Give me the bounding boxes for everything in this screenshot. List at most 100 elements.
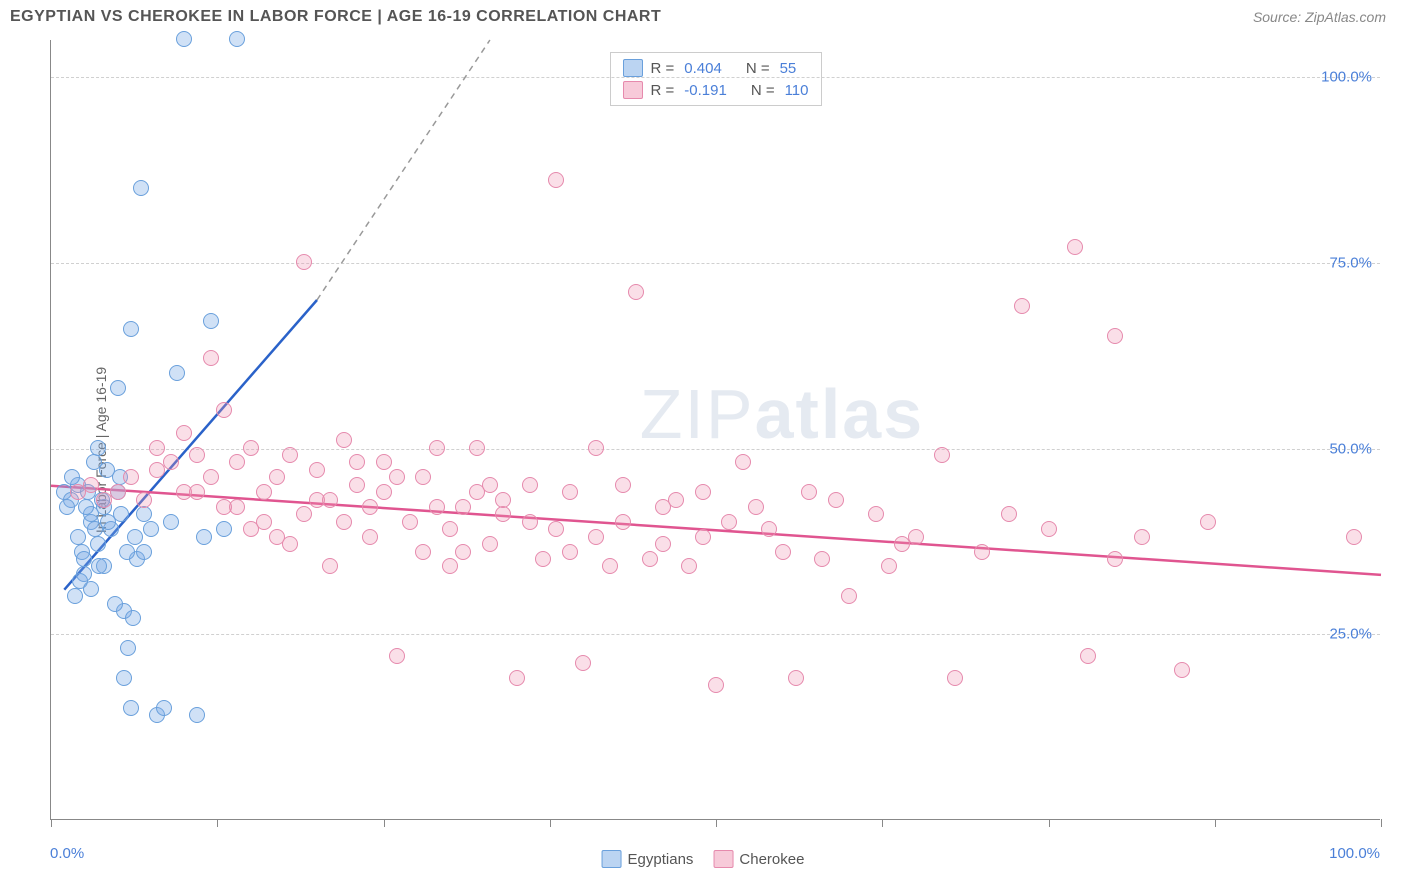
- data-point-egyptians: [64, 469, 80, 485]
- data-point-cherokee: [655, 499, 671, 515]
- data-point-egyptians: [169, 365, 185, 381]
- data-point-cherokee: [509, 670, 525, 686]
- data-point-cherokee: [575, 655, 591, 671]
- xtick: [51, 819, 52, 827]
- data-point-egyptians: [123, 700, 139, 716]
- data-point-egyptians: [67, 588, 83, 604]
- data-point-cherokee: [1080, 648, 1096, 664]
- data-point-cherokee: [681, 558, 697, 574]
- data-point-egyptians: [216, 521, 232, 537]
- data-point-cherokee: [482, 536, 498, 552]
- data-point-cherokee: [442, 521, 458, 537]
- data-point-cherokee: [735, 454, 751, 470]
- data-point-cherokee: [429, 440, 445, 456]
- legend-label-egyptians: Egyptians: [628, 851, 694, 868]
- data-point-egyptians: [99, 462, 115, 478]
- data-point-egyptians: [133, 180, 149, 196]
- data-point-cherokee: [814, 551, 830, 567]
- data-point-cherokee: [881, 558, 897, 574]
- data-point-cherokee: [362, 499, 378, 515]
- data-point-cherokee: [947, 670, 963, 686]
- data-point-cherokee: [243, 440, 259, 456]
- data-point-egyptians: [125, 610, 141, 626]
- data-point-cherokee: [336, 514, 352, 530]
- data-point-cherokee: [163, 454, 179, 470]
- data-point-cherokee: [110, 484, 126, 500]
- data-point-cherokee: [602, 558, 618, 574]
- data-point-egyptians: [120, 640, 136, 656]
- data-point-cherokee: [203, 350, 219, 366]
- data-point-cherokee: [788, 670, 804, 686]
- data-point-cherokee: [189, 484, 205, 500]
- data-point-cherokee: [1107, 551, 1123, 567]
- data-point-cherokee: [535, 551, 551, 567]
- data-point-cherokee: [415, 544, 431, 560]
- data-point-egyptians: [59, 499, 75, 515]
- swatch-blue-icon: [602, 850, 622, 868]
- data-point-cherokee: [189, 447, 205, 463]
- data-point-cherokee: [548, 172, 564, 188]
- data-point-egyptians: [90, 440, 106, 456]
- data-point-cherokee: [562, 484, 578, 500]
- data-point-egyptians: [91, 558, 107, 574]
- data-point-cherokee: [868, 506, 884, 522]
- data-point-egyptians: [110, 380, 126, 396]
- data-point-egyptians: [123, 321, 139, 337]
- data-point-cherokee: [415, 469, 431, 485]
- xtick: [716, 819, 717, 827]
- data-point-cherokee: [748, 499, 764, 515]
- xtick: [1049, 819, 1050, 827]
- data-point-cherokee: [588, 440, 604, 456]
- xtick: [1215, 819, 1216, 827]
- xtick: [384, 819, 385, 827]
- data-point-cherokee: [708, 677, 724, 693]
- data-point-cherokee: [216, 499, 232, 515]
- data-point-egyptians: [163, 514, 179, 530]
- data-point-cherokee: [229, 454, 245, 470]
- data-point-cherokee: [389, 648, 405, 664]
- legend-item-egyptians: Egyptians: [602, 850, 694, 868]
- data-point-cherokee: [216, 402, 232, 418]
- xtick: [217, 819, 218, 827]
- data-point-egyptians: [70, 529, 86, 545]
- data-point-cherokee: [322, 492, 338, 508]
- data-point-cherokee: [761, 521, 777, 537]
- data-point-cherokee: [615, 514, 631, 530]
- data-point-cherokee: [149, 440, 165, 456]
- data-point-cherokee: [136, 492, 152, 508]
- data-point-cherokee: [495, 492, 511, 508]
- data-point-cherokee: [203, 469, 219, 485]
- data-point-egyptians: [119, 544, 135, 560]
- data-point-egyptians: [107, 596, 123, 612]
- data-point-egyptians: [78, 499, 94, 515]
- data-point-cherokee: [362, 529, 378, 545]
- data-point-egyptians: [83, 581, 99, 597]
- data-point-cherokee: [1174, 662, 1190, 678]
- data-point-cherokee: [801, 484, 817, 500]
- data-point-cherokee: [256, 514, 272, 530]
- data-point-cherokee: [269, 469, 285, 485]
- trend-lines: [51, 40, 1381, 820]
- data-point-cherokee: [296, 254, 312, 270]
- data-point-egyptians: [156, 700, 172, 716]
- data-point-cherokee: [695, 484, 711, 500]
- legend-series: Egyptians Cherokee: [602, 850, 805, 868]
- data-point-cherokee: [376, 454, 392, 470]
- data-point-egyptians: [229, 31, 245, 47]
- data-point-cherokee: [721, 514, 737, 530]
- data-point-egyptians: [189, 707, 205, 723]
- xtick: [550, 819, 551, 827]
- data-point-cherokee: [522, 477, 538, 493]
- data-point-cherokee: [1014, 298, 1030, 314]
- data-point-cherokee: [1200, 514, 1216, 530]
- data-point-egyptians: [127, 529, 143, 545]
- data-point-cherokee: [695, 529, 711, 545]
- data-point-cherokee: [522, 514, 538, 530]
- data-point-egyptians: [203, 313, 219, 329]
- data-point-cherokee: [615, 477, 631, 493]
- data-point-cherokee: [176, 425, 192, 441]
- data-point-cherokee: [828, 492, 844, 508]
- data-point-cherokee: [402, 514, 418, 530]
- data-point-cherokee: [775, 544, 791, 560]
- data-point-cherokee: [974, 544, 990, 560]
